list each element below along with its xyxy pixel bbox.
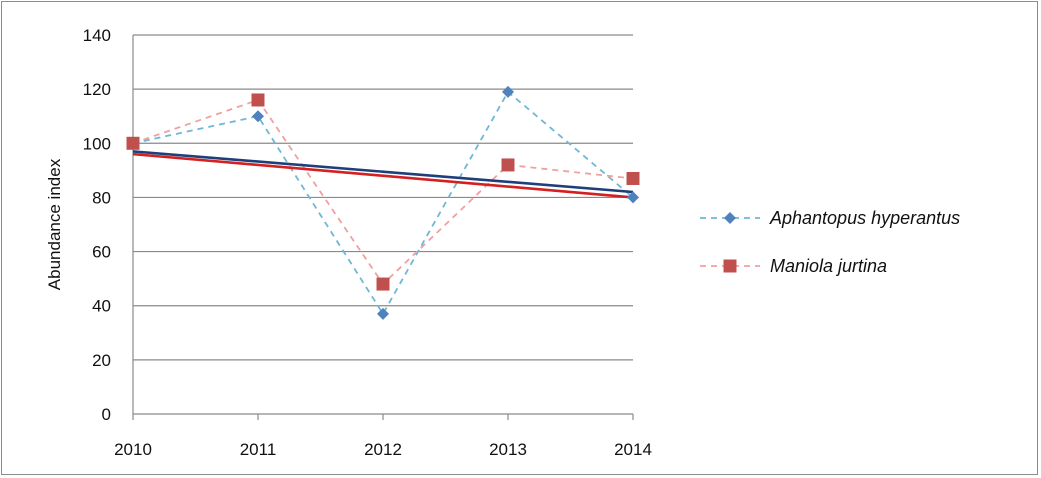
data-point-s2-2012: [376, 277, 390, 291]
y-tick-label-20: 20: [92, 351, 111, 370]
y-axis-title: Abundance index: [45, 158, 64, 290]
x-tick-label-2014: 2014: [614, 440, 652, 459]
data-point-s2-2010: [126, 136, 140, 150]
y-tick-label-80: 80: [92, 188, 111, 207]
data-point-s1-2012: [377, 307, 389, 320]
trend-line-2: [132, 152, 634, 199]
series-line-1: [132, 90, 634, 316]
data-point-s2-2011: [251, 93, 265, 107]
legend-label-2: Maniola jurtina: [770, 256, 887, 276]
legend-marker-1: [724, 212, 736, 224]
x-tick-label-2012: 2012: [364, 440, 402, 459]
y-tick-label-40: 40: [92, 297, 111, 316]
y-tick-label-100: 100: [83, 134, 111, 153]
data-point-s1-2013: [502, 85, 514, 98]
y-tick-label-60: 60: [92, 243, 111, 262]
data-point-s1-2011: [252, 110, 264, 123]
y-tick-label-120: 120: [83, 80, 111, 99]
data-point-s1-2014: [627, 191, 639, 204]
x-tick-label-2010: 2010: [114, 440, 152, 459]
x-tick-label-2013: 2013: [489, 440, 527, 459]
trend-line-1: [132, 150, 634, 194]
legend-marker-2: [723, 259, 737, 273]
data-point-s2-2013: [501, 158, 515, 172]
y-tick-label-140: 140: [83, 26, 111, 45]
data-point-s2-2014: [626, 171, 640, 185]
x-tick-label-2011: 2011: [240, 440, 277, 459]
legend-label-1: Aphantopus hyperantus: [769, 208, 960, 228]
y-tick-label-0: 0: [102, 405, 111, 424]
